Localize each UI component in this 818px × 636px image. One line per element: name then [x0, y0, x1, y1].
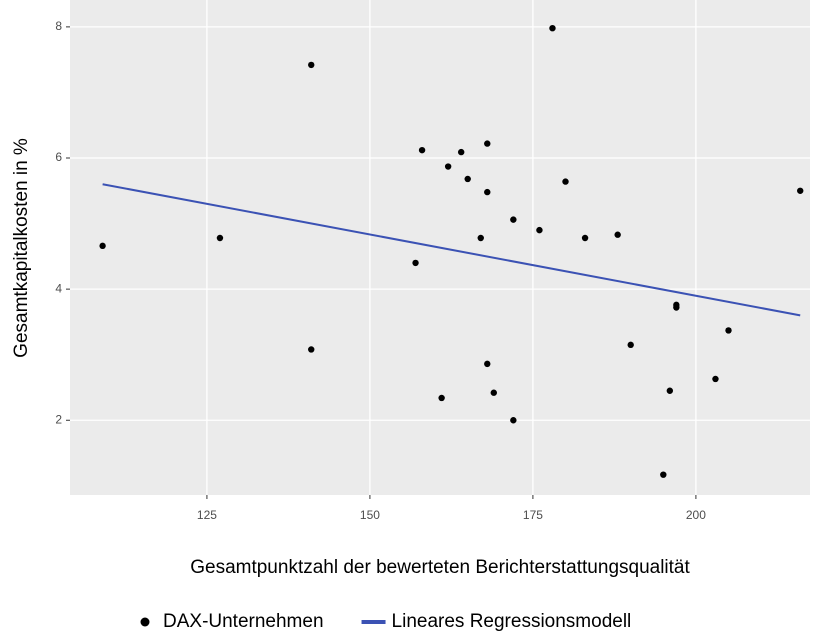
point	[464, 175, 471, 183]
y-tick-label: 2	[55, 412, 62, 426]
point	[627, 341, 634, 349]
legend-key	[140, 617, 150, 627]
point	[660, 471, 667, 478]
point	[484, 360, 491, 368]
point	[457, 148, 465, 156]
point	[666, 387, 674, 394]
x-tick-label: 175	[523, 508, 543, 522]
point	[614, 231, 621, 238]
regression-line	[102, 183, 801, 317]
point	[308, 346, 315, 353]
point	[510, 417, 517, 424]
point	[581, 234, 589, 242]
point	[484, 140, 491, 147]
point	[99, 242, 106, 250]
point	[490, 389, 497, 396]
x-axis-label: Gesamtpunktzahl der bewerteten Berichter…	[190, 557, 690, 578]
point	[444, 163, 452, 170]
point	[536, 226, 543, 234]
y-tick-label: 6	[55, 150, 62, 164]
y-axis-label: Gesamtkapitalkosten in %	[11, 138, 32, 358]
y-tick-label: 4	[55, 281, 62, 295]
point	[549, 24, 556, 32]
point	[562, 178, 569, 185]
x-tick-label: 200	[686, 508, 706, 522]
point	[797, 187, 804, 194]
point	[308, 61, 315, 69]
point	[477, 234, 484, 242]
point	[673, 304, 680, 311]
point	[510, 216, 517, 223]
point	[484, 188, 491, 196]
point	[418, 146, 426, 154]
y-tick-label: 8	[55, 19, 62, 33]
point	[438, 394, 445, 402]
point	[216, 234, 224, 242]
point	[712, 375, 719, 383]
legend-label: Lineares Regressionsmodell	[392, 611, 632, 632]
point	[725, 327, 732, 334]
point	[412, 259, 419, 267]
x-tick-label: 125	[197, 508, 217, 522]
x-tick-label: 150	[360, 508, 380, 522]
legend-label: DAX-Unternehmen	[163, 611, 324, 632]
